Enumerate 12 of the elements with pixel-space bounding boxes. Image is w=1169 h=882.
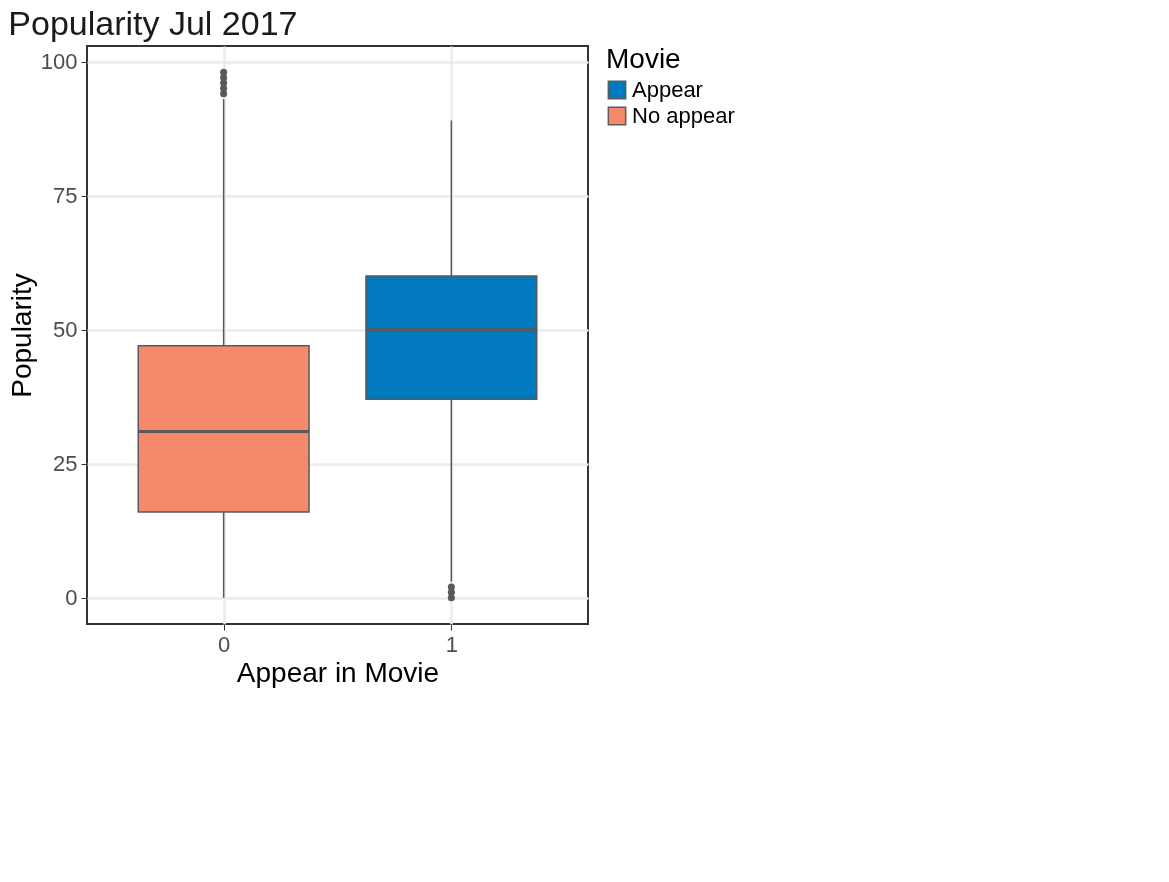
y-tick-label: 100: [40, 49, 78, 75]
legend-title: Movie: [606, 43, 681, 74]
legend-label: No appear: [632, 103, 735, 128]
y-tick-label: 50: [53, 317, 78, 343]
y-tick-label: 25: [53, 451, 78, 477]
y-tick-label: 75: [53, 183, 78, 209]
x-axis-title: Appear in Movie: [236, 656, 440, 688]
x-tick-label: 1: [445, 631, 458, 657]
y-tick-label: 0: [65, 585, 78, 611]
legend-label: Appear: [632, 77, 703, 102]
chart-title: Popularity Jul 2017: [8, 4, 298, 42]
y-axis-title: Popularity: [5, 273, 37, 398]
